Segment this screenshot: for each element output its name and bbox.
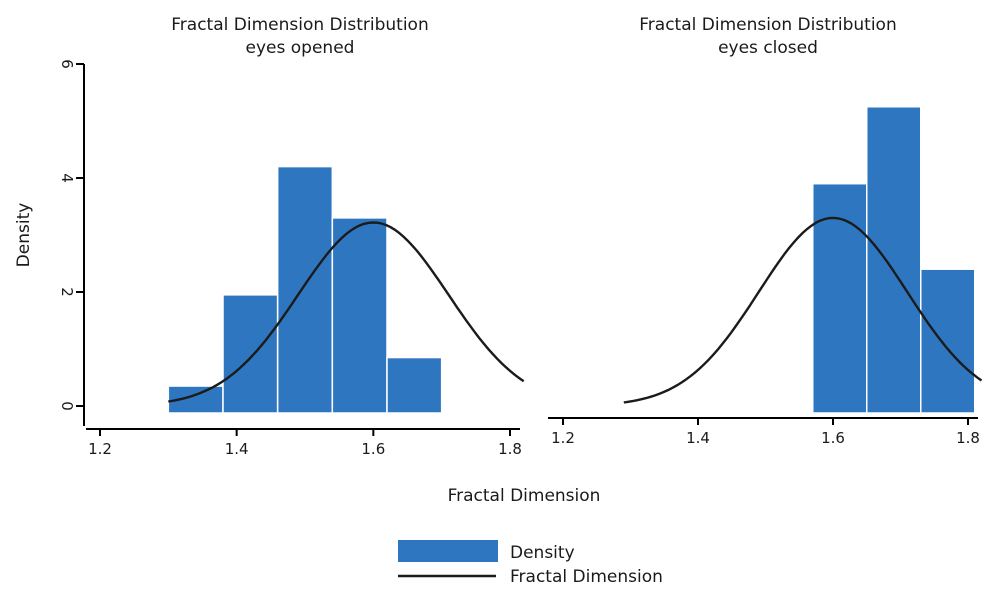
histogram-bar-right-2 [866,106,922,414]
x-tick-label-right-1: 1.2 [551,429,575,447]
x-tick-label-left-2: 1.4 [225,440,249,458]
panel-eyes-opened: 1.2 1.4 1.6 1.8 0 2 4 6 [58,59,525,458]
y-tick-label-2: 2 [58,287,76,297]
histogram-bar-right-1 [812,182,868,414]
y-tick-label-4: 6 [58,59,76,69]
legend-density-swatch [398,540,498,562]
histogram-bar-left-2 [222,294,279,414]
legend: Density Fractal Dimension [398,540,663,587]
y-tick-label-3: 4 [58,173,76,183]
right-title: Fractal Dimension Distribution [639,15,896,35]
left-title: Fractal Dimension Distribution [171,15,428,35]
x-tick-label-left-4: 1.8 [498,440,522,458]
x-tick-label-right-4: 1.8 [956,429,980,447]
x-tick-label-right-2: 1.4 [686,429,710,447]
left-subtitle: eyes opened [246,38,355,58]
right-subtitle: eyes closed [718,38,818,58]
histogram-bar-left-5 [386,356,443,414]
panel-eyes-closed: 1.2 1.4 1.6 1.8 [548,106,983,447]
legend-density-label: Density [510,543,575,563]
x-tick-label-left-3: 1.6 [361,440,385,458]
legend-fractal-dimension-label: Fractal Dimension [510,567,663,587]
x-tick-label-left-1: 1.2 [88,440,112,458]
histogram-bar-left-4 [331,217,388,414]
y-axis-label: Density [14,203,34,268]
histogram-bar-left-3 [276,165,334,414]
x-axis-label: Fractal Dimension [448,486,601,506]
density-curve-right [623,216,983,404]
y-tick-label-1: 0 [58,401,76,411]
histogram-bar-right-3 [920,268,976,414]
x-tick-label-right-3: 1.6 [821,429,845,447]
density-curve-left [168,221,525,403]
